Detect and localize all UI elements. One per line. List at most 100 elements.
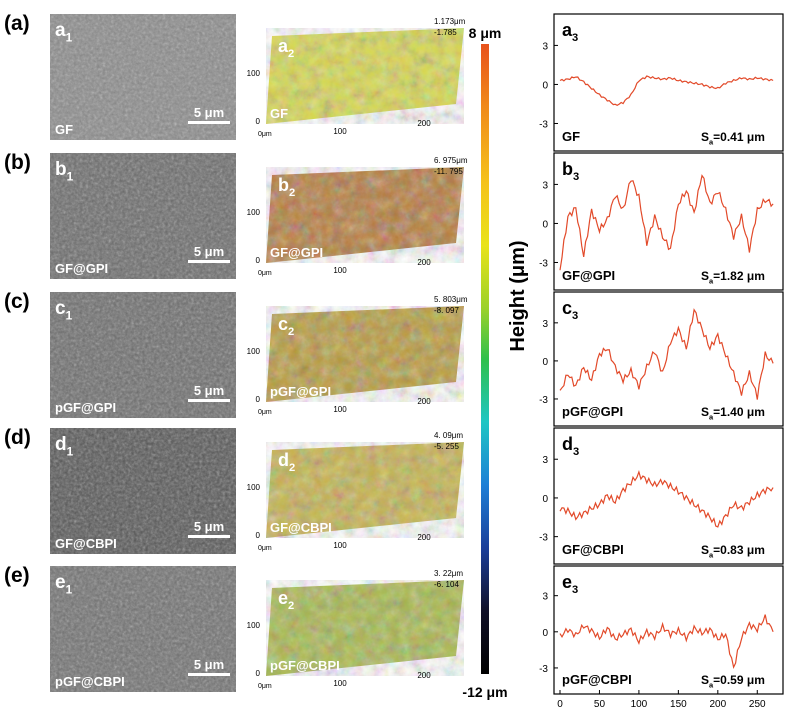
profile-letter: b3 <box>562 159 579 183</box>
roughness-label: Sa=0.83 μm <box>701 543 765 559</box>
profile-y-tick: 3 <box>542 319 548 330</box>
map-x-tick: 200 <box>417 258 431 267</box>
figure-row: (c) c1 pGF@GPI 5 μm c2 pGF@GPI 5. 803μm -8. 097… <box>4 290 784 427</box>
height-map-texture <box>266 306 464 402</box>
sem-sample-label: GF@CBPI <box>55 536 117 551</box>
sem-image <box>50 428 236 554</box>
sem-letter: c1 <box>55 298 73 322</box>
height-max-label: 6. 975μm <box>434 156 468 165</box>
sem-image-texture <box>50 14 236 140</box>
profile-x-tick: 250 <box>749 699 766 710</box>
scale-bar <box>188 535 230 538</box>
map-x-tick: 200 <box>417 671 431 680</box>
colorbar: 8 μm -12 μm Height (μm) <box>462 25 529 700</box>
colorbar-title: Height (μm) <box>507 240 529 351</box>
height-min-label: -6. 104 <box>434 580 459 589</box>
map-x-tick: 100 <box>333 127 347 136</box>
profile-y-tick: 0 <box>542 357 548 368</box>
colorbar-min-label: -12 μm <box>462 684 507 700</box>
profile-y-tick: 3 <box>542 180 548 191</box>
profile-line <box>559 469 774 528</box>
map-x-tick: 0μm <box>258 683 272 690</box>
profile-x-tick: 0 <box>557 699 563 710</box>
sem-sample-label: pGF@CBPI <box>55 674 125 689</box>
figure-row: (e) e1 pGF@CBPI 5 μm e2 pGF@CBPI 3. 22μm -6. 10… <box>4 564 784 695</box>
map-y-tick: 0 <box>256 395 261 404</box>
profile-y-tick: -3 <box>539 664 548 675</box>
roughness-label: Sa=0.59 μm <box>701 673 765 689</box>
scale-bar <box>188 121 230 124</box>
profile-y-tick: 3 <box>542 41 548 52</box>
profile-y-tick: 3 <box>542 455 548 466</box>
height-min-label: -11. 795 <box>434 167 463 176</box>
sem-letter: a1 <box>55 20 73 44</box>
sem-sample-label: GF@GPI <box>55 261 108 276</box>
height-max-label: 3. 22μm <box>434 569 463 578</box>
map-x-tick: 100 <box>333 541 347 550</box>
scale-bar <box>188 399 230 402</box>
profile-frame <box>553 565 784 695</box>
map-x-tick: 200 <box>417 397 431 406</box>
sem-letter: b1 <box>55 159 74 183</box>
profile-y-tick: -3 <box>539 119 548 130</box>
map-x-tick: 200 <box>417 119 431 128</box>
profile-y-tick: 0 <box>542 219 548 230</box>
profile-frame <box>553 427 784 565</box>
map-letter: c2 <box>278 314 294 338</box>
profile-sample-label: pGF@GPI <box>562 404 623 419</box>
sem-letter: d1 <box>55 434 74 458</box>
profile-frame <box>553 152 784 291</box>
map-sample-label: GF@CBPI <box>270 520 332 535</box>
height-max-label: 4. 09μm <box>434 431 463 440</box>
roughness-label: Sa=0.41 μm <box>701 130 765 146</box>
profile-letter: a3 <box>562 20 578 44</box>
map-x-tick: 100 <box>333 405 347 414</box>
profile-sample-label: pGF@CBPI <box>562 672 632 687</box>
profile-line <box>559 308 774 400</box>
sem-image <box>50 153 236 279</box>
map-y-tick: 100 <box>247 483 261 492</box>
height-map-texture <box>266 442 464 538</box>
height-map-texture <box>266 580 464 676</box>
profile-letter: c3 <box>562 298 578 322</box>
profile-y-tick: -3 <box>539 258 548 269</box>
colorbar-gradient <box>481 44 489 674</box>
height-min-label: -1.785 <box>434 28 457 37</box>
map-x-tick: 0μm <box>258 131 272 138</box>
profile-y-tick: 0 <box>542 494 548 505</box>
scale-bar <box>188 673 230 676</box>
height-map-texture <box>266 167 464 263</box>
sem-image-texture <box>50 292 236 418</box>
sem-letter: e1 <box>55 572 73 596</box>
panel-label: (b) <box>4 151 31 174</box>
figure-row: (d) d1 GF@CBPI 5 μm d2 GF@CBPI 4. 09μm -5. 255 1… <box>4 426 784 565</box>
scale-bar-label: 5 μm <box>194 519 224 534</box>
profile-y-tick: -3 <box>539 395 548 406</box>
profile-x-tick: 200 <box>709 699 726 710</box>
map-y-tick: 100 <box>247 69 261 78</box>
map-y-tick: 100 <box>247 208 261 217</box>
sem-image-texture <box>50 428 236 554</box>
roughness-label: Sa=1.40 μm <box>701 405 765 421</box>
panel-label: (d) <box>4 426 31 449</box>
map-letter: e2 <box>278 588 294 612</box>
height-map <box>266 28 464 124</box>
profile-line <box>559 614 774 670</box>
profile-x-tick: 100 <box>631 699 648 710</box>
height-map <box>266 580 464 676</box>
profile-frame <box>553 291 784 427</box>
map-y-tick: 0 <box>256 117 261 126</box>
height-map <box>266 306 464 402</box>
panel-label: (e) <box>4 564 30 587</box>
sem-image-texture <box>50 566 236 692</box>
sem-image <box>50 566 236 692</box>
sem-image <box>50 292 236 418</box>
profile-line <box>559 75 774 106</box>
map-sample-label: pGF@GPI <box>270 384 331 399</box>
figure-row: (a) a1 GF 5 μm a2 GF 1.173μm -1.785 100 0 0μm 100 20… <box>4 12 784 152</box>
height-max-label: 5. 803μm <box>434 295 468 304</box>
height-map-texture <box>266 28 464 124</box>
profile-y-tick: -3 <box>539 533 548 544</box>
map-x-tick: 100 <box>333 679 347 688</box>
